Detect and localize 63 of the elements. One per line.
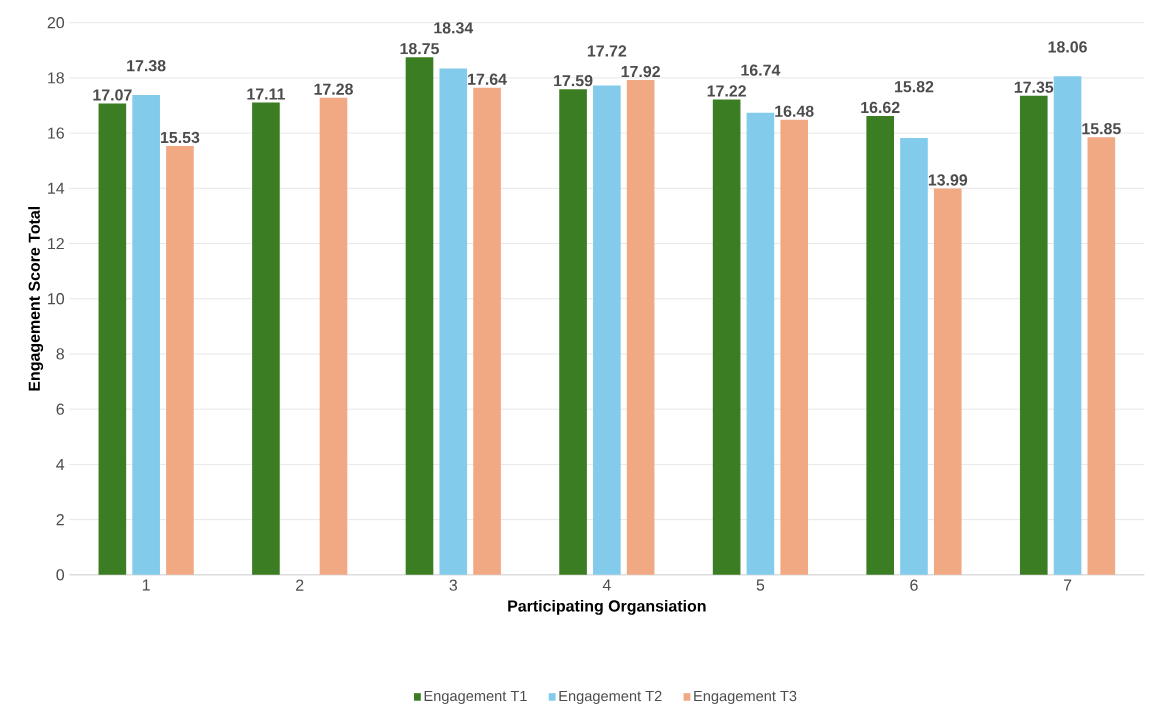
- bar: [593, 85, 621, 575]
- data-label: 17.07: [93, 89, 132, 101]
- y-tick-label: 12: [48, 237, 64, 249]
- bar: [626, 80, 655, 575]
- x-tick-label: 6: [910, 579, 918, 591]
- x-tick-label: 4: [602, 579, 611, 591]
- data-label: 17.22: [707, 85, 746, 97]
- legend-label: Engagement T2: [559, 690, 662, 704]
- x-tick-label: 7: [1063, 579, 1072, 591]
- bar: [405, 57, 434, 575]
- bar: [1019, 95, 1048, 575]
- data-label: 17.72: [587, 45, 627, 57]
- bar: [780, 119, 809, 575]
- bar: [166, 145, 194, 575]
- y-tick-label: 2: [56, 513, 64, 526]
- bar: [933, 188, 962, 575]
- y-tick-label: 10: [48, 293, 65, 305]
- y-tick-label: 16: [48, 127, 64, 139]
- data-label: 18.75: [400, 42, 439, 55]
- bar: [1053, 76, 1082, 575]
- data-label: 18.34: [434, 22, 474, 34]
- bar: [746, 112, 775, 575]
- bar: [866, 115, 895, 575]
- data-label: 17.92: [621, 65, 660, 78]
- y-tick-label: 0: [56, 569, 65, 581]
- bar: [98, 103, 127, 575]
- y-tick-label: 6: [56, 403, 64, 415]
- bar: [559, 89, 587, 575]
- x-axis-title: Participating Organsiation: [508, 599, 706, 615]
- y-tick-label: 18: [48, 72, 64, 84]
- data-label: 17.35: [1014, 81, 1054, 93]
- bar: [252, 102, 280, 575]
- bar: [473, 87, 501, 575]
- x-tick-label: 5: [756, 579, 765, 591]
- data-label: 16.74: [741, 64, 781, 76]
- y-tick-label: 8: [56, 348, 64, 360]
- bar: [712, 99, 741, 575]
- data-label: 15.85: [1082, 122, 1121, 135]
- data-label: 15.53: [160, 131, 200, 144]
- data-label: 16.48: [775, 105, 814, 117]
- bar: [1087, 137, 1116, 575]
- data-label: 16.62: [861, 101, 900, 113]
- data-label: 13.99: [928, 174, 968, 186]
- bar: [319, 97, 348, 575]
- y-tick-label: 14: [48, 182, 65, 194]
- x-tick-label: 3: [449, 579, 458, 591]
- data-label: 17.28: [314, 83, 353, 95]
- bar: [439, 68, 468, 575]
- data-label: 18.06: [1048, 41, 1087, 53]
- data-label: 17.59: [554, 74, 593, 87]
- y-tick-label: 20: [47, 16, 65, 29]
- bar: [900, 137, 928, 575]
- x-tick-label: 2: [296, 579, 304, 591]
- x-tick-label: 1: [142, 579, 150, 591]
- bar: [132, 94, 160, 575]
- legend-label: Engagement T1: [424, 690, 527, 704]
- data-label: 17.38: [127, 59, 166, 72]
- y-tick-label: 4: [56, 458, 65, 470]
- data-label: 17.11: [247, 88, 285, 100]
- legend-label: Engagement T3: [694, 690, 797, 704]
- y-axis-title: Engagement Score Total: [28, 206, 44, 391]
- data-label: 15.82: [895, 80, 934, 93]
- data-label: 17.64: [468, 73, 507, 85]
